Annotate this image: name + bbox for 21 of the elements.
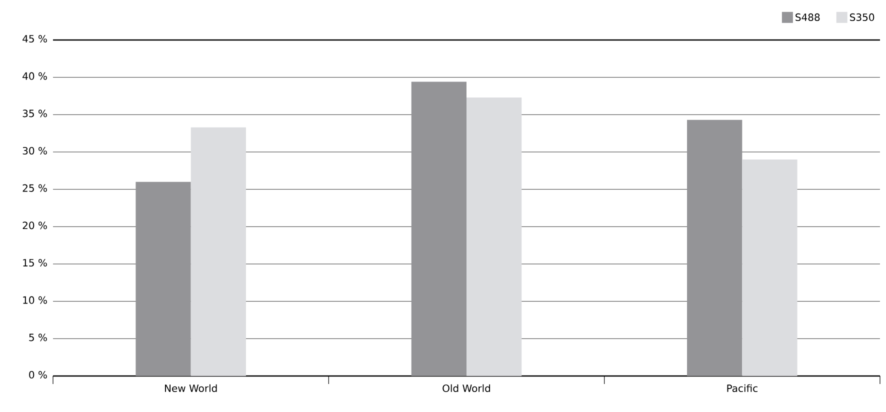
x-tick-label: Pacific bbox=[727, 384, 758, 392]
bar bbox=[190, 127, 246, 376]
bar bbox=[742, 159, 798, 376]
y-tick-label: 5 % bbox=[29, 334, 47, 342]
y-tick-label: 30 % bbox=[22, 146, 47, 155]
y-tick-label: 15 % bbox=[23, 258, 47, 267]
x-tick-label: New World bbox=[165, 384, 217, 392]
bar bbox=[136, 182, 191, 376]
y-tick-label: 35 % bbox=[22, 110, 47, 118]
bar bbox=[466, 97, 522, 376]
y-tick-label: 25 % bbox=[22, 184, 47, 192]
x-tick-label: Old World bbox=[442, 384, 490, 392]
legend-label: S350 bbox=[850, 13, 874, 21]
y-tick-label: 20 % bbox=[22, 222, 47, 230]
legend-label: S488 bbox=[796, 13, 820, 21]
y-tick-label: 40 % bbox=[22, 72, 47, 80]
y-tick-label: 0 % bbox=[29, 370, 47, 379]
bar bbox=[411, 82, 466, 376]
y-tick-label: 10 % bbox=[23, 296, 47, 304]
y-tick-label: 45 % bbox=[22, 34, 47, 43]
bar bbox=[687, 120, 742, 376]
